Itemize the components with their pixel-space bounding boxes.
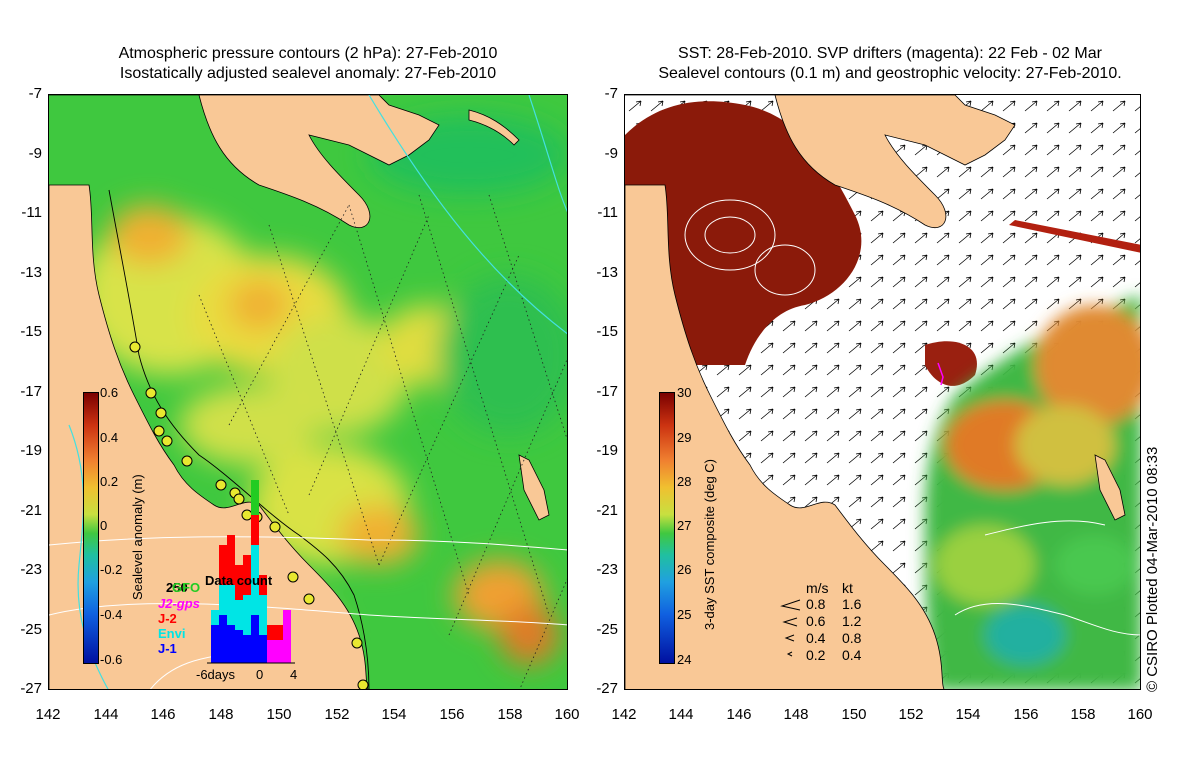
sealevel-cb-tick-1: 0.4 (100, 430, 119, 445)
y-tick-right: -27 (596, 680, 618, 697)
x-tick-left: 156 (439, 706, 465, 723)
sealevel-cb-tick-5: -0.4 (100, 607, 123, 622)
velocity-arrows-icon (780, 599, 801, 657)
y-tick-right: -9 (604, 145, 618, 162)
sst-cb-tick-1: 29 (677, 430, 692, 445)
x-tick-left: 148 (208, 706, 234, 723)
sealevel-cb-tick-6: -0.6 (100, 652, 123, 667)
x-tick-right: 152 (898, 706, 924, 723)
vel-row-2-kt: 0.8 (842, 630, 862, 646)
vel-row-3-kt: 0.4 (842, 647, 862, 663)
y-tick-left: -17 (20, 383, 42, 400)
inset-count: 250 (166, 580, 188, 595)
x-tick-left: 158 (497, 706, 523, 723)
y-tick-right: -21 (596, 502, 618, 519)
x-tick-right: 154 (955, 706, 981, 723)
left-title-line1: Atmospheric pressure contours (2 hPa): 2… (118, 45, 498, 62)
inset-legend-gfo: GFO (172, 580, 201, 595)
data-count-bars (207, 480, 295, 664)
sealevel-anomaly-map (48, 94, 568, 690)
sst-cb-tick-5: 25 (677, 607, 692, 622)
sst-map (624, 94, 1141, 690)
y-tick-right: -15 (596, 323, 618, 340)
inset-xtick-0: -6days (196, 667, 236, 682)
x-tick-right: 148 (783, 706, 809, 723)
x-tick-right: 146 (726, 706, 752, 723)
sst-cb-tick-0: 30 (677, 385, 692, 400)
inset-xtick-1: 0 (256, 667, 264, 682)
sealevel-colorbar (83, 392, 99, 664)
y-tick-left: -21 (20, 502, 42, 519)
x-tick-left: 142 (35, 706, 61, 723)
y-tick-right: -23 (596, 561, 618, 578)
sealevel-cb-tick-4: -0.2 (100, 562, 123, 577)
x-tick-left: 160 (554, 706, 580, 723)
sst-cb-tick-2: 28 (677, 474, 692, 489)
inset-title: Data count (205, 573, 273, 588)
y-tick-left: -7 (28, 85, 42, 102)
sst-cb-tick-3: 27 (677, 518, 692, 533)
right-title-line2: Sealevel contours (0.1 m) and geostrophi… (658, 65, 1122, 82)
vel-row-0-kt: 1.6 (842, 596, 862, 612)
x-tick-right: 160 (1127, 706, 1153, 723)
x-tick-right: 158 (1070, 706, 1096, 723)
inset-legend-j1: J-1 (158, 641, 177, 656)
y-tick-left: -9 (28, 145, 42, 162)
vel-row-1-kt: 1.2 (842, 613, 862, 629)
sst-cb-tick-6: 24 (677, 652, 692, 667)
sst-cb-title: 3-day SST composite (deg C) (702, 459, 717, 630)
sealevel-cb-tick-2: 0.2 (100, 474, 119, 489)
x-tick-left: 144 (93, 706, 119, 723)
copyright-label: © CSIRO Plotted 04-Mar-2010 08:33 (1144, 446, 1161, 692)
y-tick-right: -17 (596, 383, 618, 400)
inset-xtick-2: 4 (290, 667, 298, 682)
x-tick-left: 152 (324, 706, 350, 723)
x-tick-left: 150 (266, 706, 292, 723)
vel-header-kt: kt (842, 580, 853, 596)
y-tick-left: -23 (20, 561, 42, 578)
y-tick-left: -11 (21, 204, 42, 221)
vel-row-0-ms: 0.8 (806, 596, 826, 612)
inset-legend-envi: Envi (158, 626, 186, 641)
x-tick-right: 144 (668, 706, 694, 723)
sealevel-cb-title: Sealevel anomaly (m) (130, 474, 145, 600)
vel-row-3-ms: 0.2 (806, 647, 826, 663)
y-tick-left: -19 (20, 442, 42, 459)
sst-colorbar (659, 392, 675, 664)
y-tick-left: -13 (20, 264, 42, 281)
x-tick-left: 146 (150, 706, 176, 723)
vel-row-2-ms: 0.4 (806, 630, 826, 646)
right-title-line1: SST: 28-Feb-2010. SVP drifters (magenta)… (678, 45, 1102, 62)
inset-legend-j2: J-2 (158, 611, 177, 626)
sealevel-cb-tick-0: 0.6 (100, 385, 119, 400)
vel-header-ms: m/s (806, 580, 829, 596)
x-tick-right: 142 (611, 706, 637, 723)
x-tick-right: 150 (841, 706, 867, 723)
inset-legend-j2gps: J2-gps (158, 596, 200, 611)
left-title-line2: Isostatically adjusted sealevel anomaly:… (119, 65, 497, 82)
sst-cb-tick-4: 26 (677, 562, 692, 577)
x-tick-left: 154 (381, 706, 407, 723)
sealevel-cb-tick-3: 0 (100, 518, 108, 533)
vel-row-1-ms: 0.6 (806, 613, 826, 629)
y-tick-left: -25 (20, 621, 42, 638)
y-tick-left: -27 (20, 680, 42, 697)
y-tick-right: -11 (597, 204, 618, 221)
y-tick-right: -13 (596, 264, 618, 281)
y-tick-right: -19 (596, 442, 618, 459)
x-tick-right: 156 (1013, 706, 1039, 723)
y-tick-left: -15 (20, 323, 42, 340)
y-tick-right: -7 (604, 85, 618, 102)
y-tick-right: -25 (596, 621, 618, 638)
